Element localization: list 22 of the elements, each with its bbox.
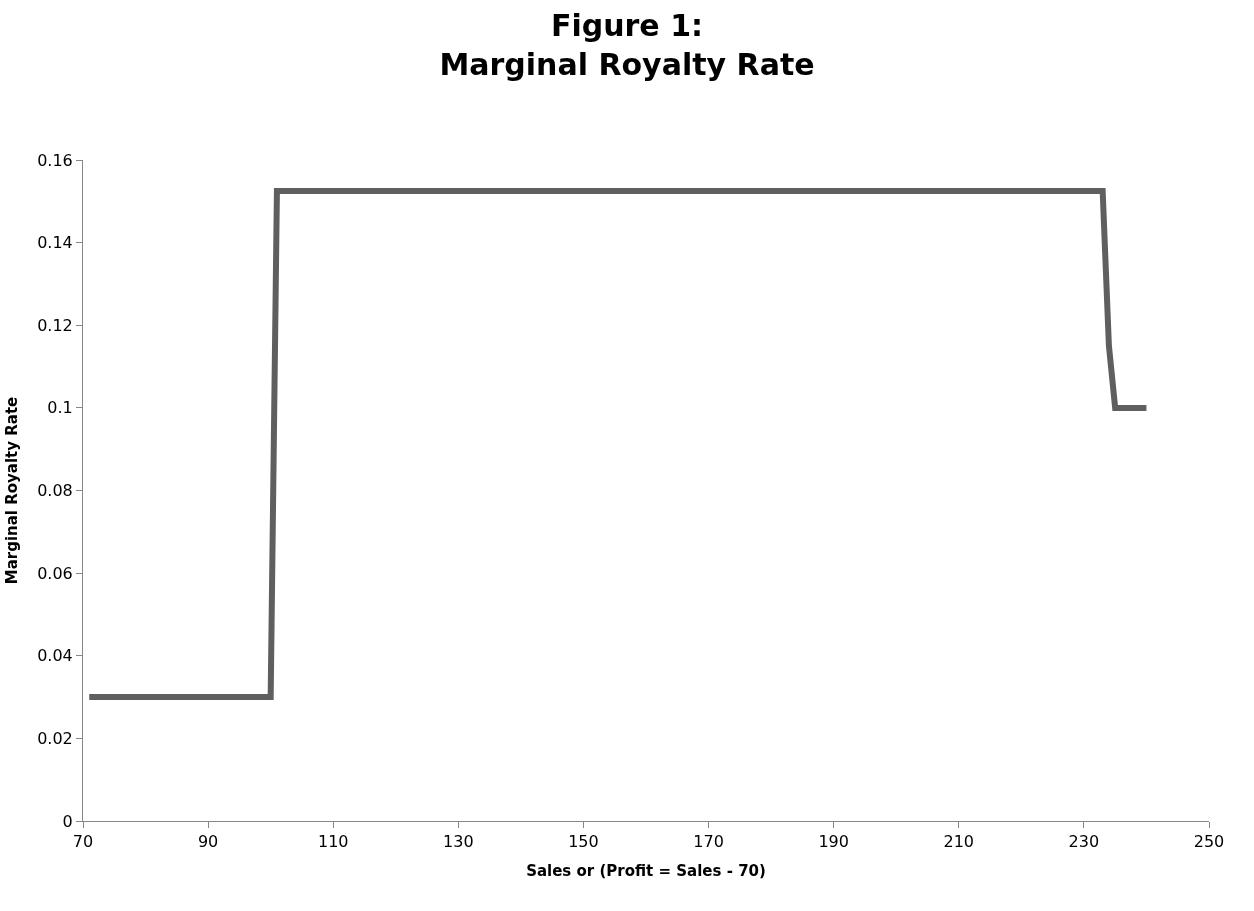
x-tick-label: 110	[317, 832, 349, 852]
x-tick-label: 70	[72, 832, 94, 852]
x-tick-label: 250	[1193, 832, 1225, 852]
y-tick-label: 0.02	[37, 728, 73, 748]
y-axis-title: Marginal Royalty Rate	[3, 396, 22, 585]
x-tick-label: 130	[443, 832, 474, 852]
y-tick-label: 0.14	[37, 233, 73, 253]
x-tick-label: 170	[693, 832, 724, 852]
y-tick-label: 0.06	[37, 563, 73, 583]
x-tick-label: 90	[197, 832, 219, 852]
y-tick-label: 0.04	[37, 646, 73, 666]
y-tick-label: 0.1	[47, 398, 73, 418]
x-tick-label: 210	[943, 832, 975, 852]
x-tick-label: 230	[1068, 832, 1100, 852]
y-tick-label: 0.16	[37, 150, 73, 170]
x-tick-label: 190	[818, 832, 849, 852]
y-tick-label: 0.12	[37, 315, 73, 335]
y-tick-label: 0.08	[37, 481, 73, 501]
y-tick-label: 0	[62, 811, 73, 831]
x-tick-label: 150	[568, 832, 599, 852]
x-axis-title: Sales or (Profit = Sales - 70)	[526, 862, 766, 881]
chart-title: Figure 1: Marginal Royalty Rate	[439, 8, 815, 83]
